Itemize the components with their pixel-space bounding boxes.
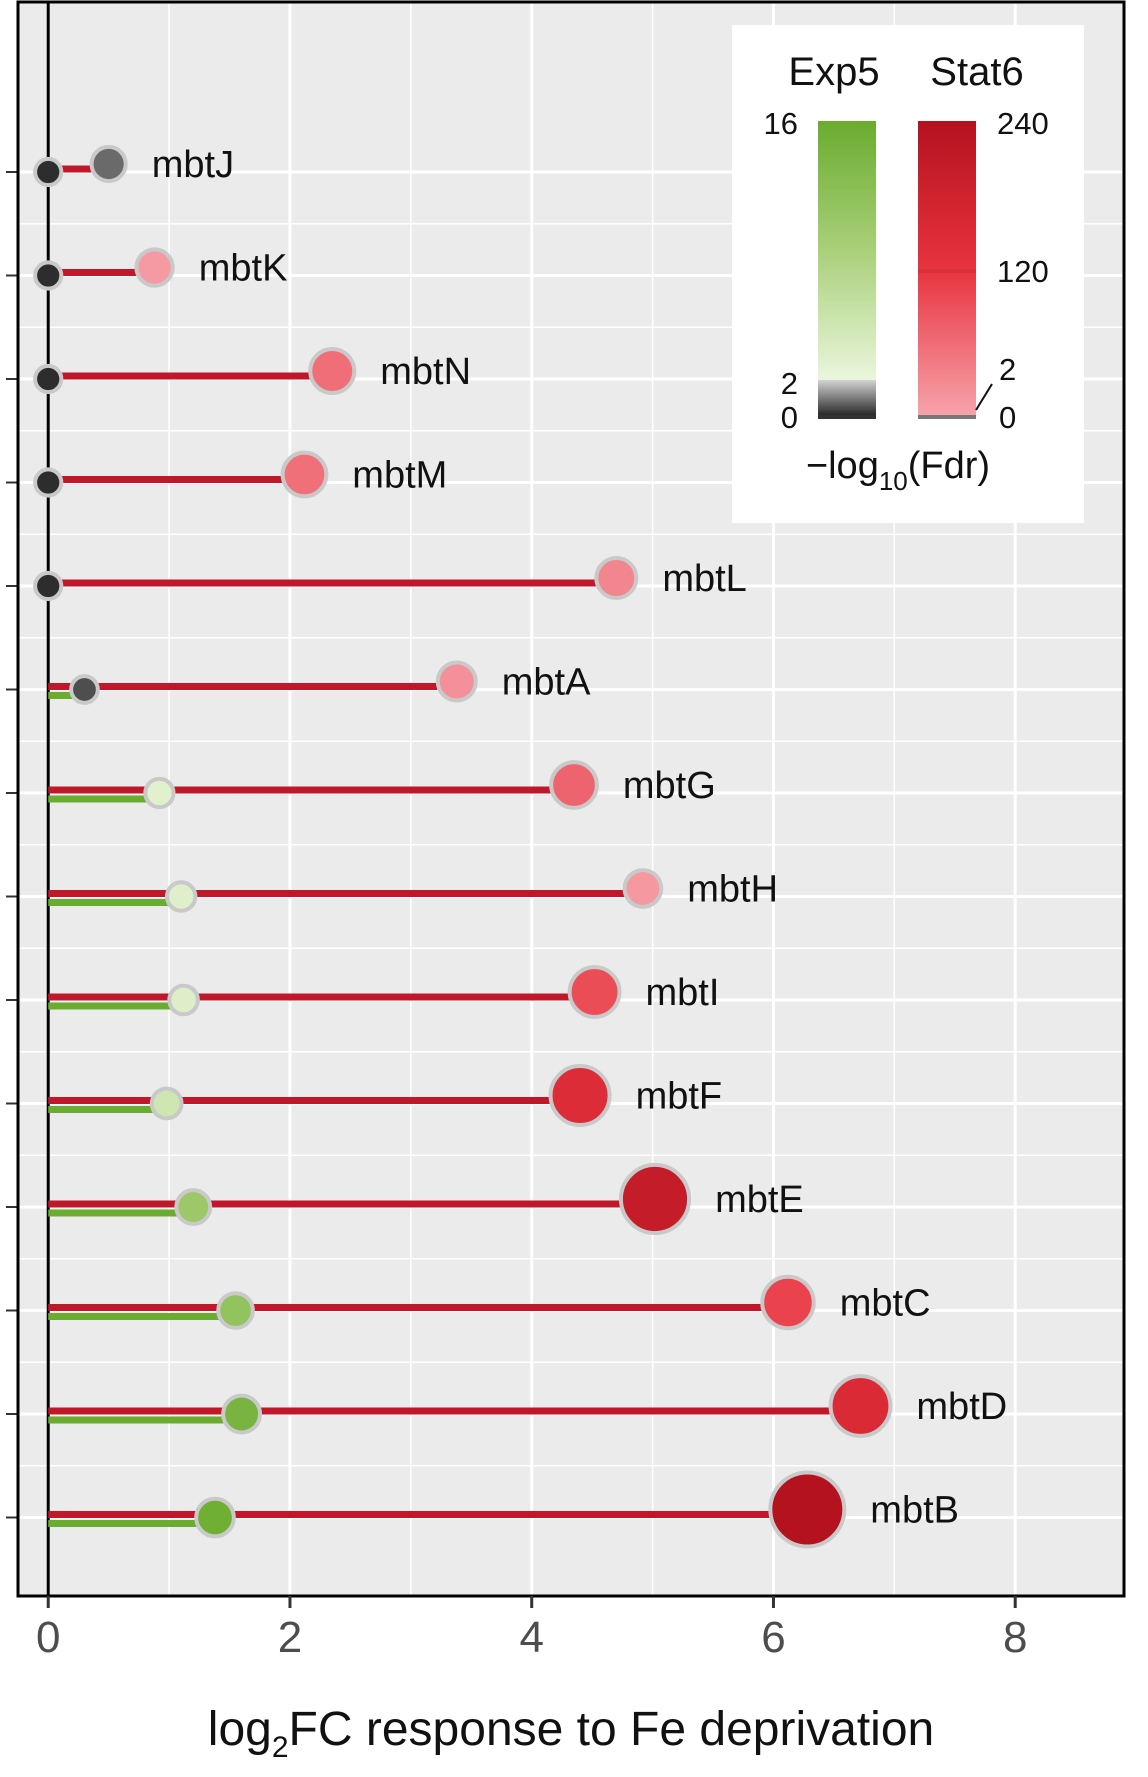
exp5-point xyxy=(167,983,200,1017)
stat6-point xyxy=(548,1064,612,1127)
stat6-label-mid: 120 xyxy=(997,254,1049,289)
stat6-label-top: 240 xyxy=(997,106,1049,141)
gene-label: mbtL xyxy=(662,558,746,600)
exp5-colorbar xyxy=(818,122,876,380)
x-axis-title-subscript: 2 xyxy=(272,1731,289,1764)
stat6-point xyxy=(768,1470,847,1549)
minor-gridlines xyxy=(18,2,1124,1596)
gene-row-mbtK: mbtK xyxy=(33,247,288,291)
gene-row-mbtF: mbtF xyxy=(48,1064,723,1127)
gene-row-mbtL: mbtL xyxy=(33,556,747,602)
legend-head-stat6: Stat6 xyxy=(930,50,1023,94)
gene-label: mbtH xyxy=(687,869,778,911)
stat6-point xyxy=(760,1274,816,1331)
legend-title-rest: (Fdr) xyxy=(908,445,990,487)
fdr-color-legend: Exp5 Stat6 16 2 0 240 120 2 0 −log10(Fdr… xyxy=(732,25,1084,523)
gene-label: mbtE xyxy=(715,1179,804,1221)
stat6-point xyxy=(567,965,622,1019)
lollipop-marks: mbtJ mbtK mbtN mbtM mbtL mbtA mbtG mbtH mbtI mbtF… xyxy=(33,144,1007,1549)
exp5-point xyxy=(164,880,198,913)
x-tick-label: 2 xyxy=(278,1613,302,1662)
gene-label: mbtB xyxy=(870,1490,959,1532)
stat6-point xyxy=(89,144,128,184)
x-tick-label: 6 xyxy=(761,1613,785,1662)
stat6-point xyxy=(549,760,599,810)
gene-row-mbtI: mbtI xyxy=(48,965,719,1019)
exp5-point xyxy=(33,363,64,395)
gene-label: mbtM xyxy=(352,455,447,497)
gene-label: mbtI xyxy=(645,972,719,1014)
legend-title-main: −log xyxy=(806,445,879,487)
stat6-point xyxy=(134,247,175,288)
exp5-point xyxy=(174,1188,213,1226)
exp5-label-threshold: 2 xyxy=(781,366,798,401)
gene-label: mbtG xyxy=(623,765,716,807)
gene-row-mbtH: mbtH xyxy=(48,868,778,913)
gene-label: mbtF xyxy=(636,1076,723,1118)
y-axis-ticks xyxy=(6,171,18,1519)
gene-label: mbtC xyxy=(840,1283,931,1325)
stat6-label-bottom: 0 xyxy=(999,400,1016,435)
gene-row-mbtN: mbtN xyxy=(33,347,471,395)
gene-row-mbtE: mbtE xyxy=(48,1162,804,1236)
stat6-label-threshold: 2 xyxy=(999,352,1016,387)
stat6-point xyxy=(622,868,664,909)
stat6-point xyxy=(308,347,357,395)
legend-title: −log10(Fdr) xyxy=(806,445,990,496)
exp5-point xyxy=(69,674,100,705)
exp5-colorbar-low xyxy=(818,380,876,418)
legend-title-subscript: 10 xyxy=(879,466,908,496)
stat6-point xyxy=(828,1374,893,1438)
stat6-threshold-slash xyxy=(975,383,993,411)
gene-label: mbtJ xyxy=(152,144,234,186)
gene-row-mbtG: mbtG xyxy=(48,760,716,810)
gene-row-mbtA: mbtA xyxy=(48,660,591,705)
stat6-point xyxy=(435,660,478,703)
exp5-label-bottom: 0 xyxy=(781,400,798,435)
stat6-point xyxy=(618,1162,692,1236)
stat6-point xyxy=(280,450,329,499)
exp5-point xyxy=(33,570,64,602)
plot-border xyxy=(16,0,1126,1598)
gene-row-mbtC: mbtC xyxy=(48,1274,931,1331)
gene-row-mbtJ: mbtJ xyxy=(33,144,234,188)
gene-row-mbtD: mbtD xyxy=(48,1374,1007,1438)
x-tick-label: 8 xyxy=(1003,1613,1027,1662)
exp5-point xyxy=(221,1393,263,1435)
x-axis-title-main: log xyxy=(208,1703,272,1756)
gene-label: mbtN xyxy=(380,351,471,393)
gene-row-mbtM: mbtM xyxy=(33,450,447,499)
gene-label: mbtA xyxy=(502,662,591,704)
gene-label: mbtD xyxy=(916,1386,1007,1428)
exp5-point xyxy=(143,776,176,810)
gene-label: mbtK xyxy=(199,248,288,290)
x-tick-label: 4 xyxy=(519,1613,543,1662)
legend-box xyxy=(732,25,1084,523)
exp5-point xyxy=(149,1086,184,1121)
x-axis-title: log2FC response to Fe deprivation xyxy=(208,1703,934,1764)
legend-head-exp5: Exp5 xyxy=(788,50,879,94)
x-axis-ticks: 0 2 4 6 8 xyxy=(36,1596,1027,1662)
gene-row-mbtB: mbtB xyxy=(48,1470,959,1549)
x-axis-title-rest: FC response to Fe deprivation xyxy=(289,1703,935,1756)
stat6-point xyxy=(594,556,639,600)
exp5-point xyxy=(33,260,64,291)
exp5-point xyxy=(216,1291,255,1330)
x-tick-label: 0 xyxy=(36,1613,60,1662)
exp5-point xyxy=(33,156,64,188)
exp5-label-top: 16 xyxy=(764,106,798,141)
exp5-point xyxy=(194,1496,236,1539)
exp5-point xyxy=(33,467,64,498)
